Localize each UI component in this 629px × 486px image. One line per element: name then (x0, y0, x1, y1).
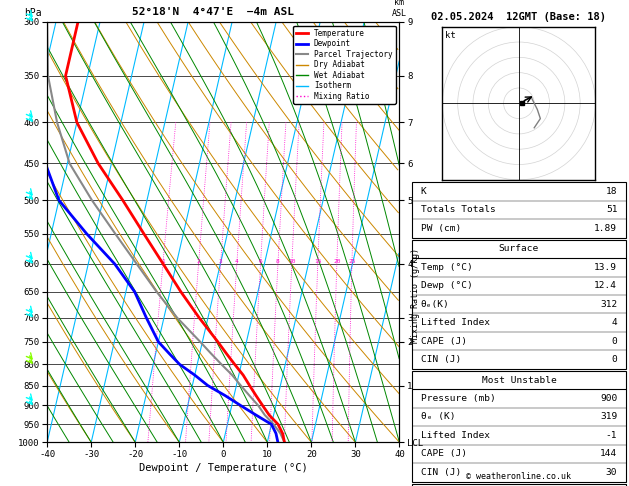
Text: 1: 1 (161, 259, 165, 264)
Text: K: K (421, 187, 426, 196)
Text: CAPE (J): CAPE (J) (421, 337, 467, 346)
Text: 900: 900 (600, 394, 617, 403)
Text: kt: kt (445, 31, 456, 40)
Text: 2: 2 (197, 259, 201, 264)
Text: 12.4: 12.4 (594, 281, 617, 290)
Text: PW (cm): PW (cm) (421, 224, 461, 233)
Text: 25: 25 (348, 259, 355, 264)
X-axis label: Dewpoint / Temperature (°C): Dewpoint / Temperature (°C) (139, 463, 308, 473)
Text: 4: 4 (611, 318, 617, 327)
Text: 51: 51 (606, 206, 617, 214)
Text: 13.9: 13.9 (594, 263, 617, 272)
Text: Lifted Index: Lifted Index (421, 431, 489, 440)
Text: 6: 6 (259, 259, 262, 264)
Text: CAPE (J): CAPE (J) (421, 450, 467, 458)
Text: 3: 3 (219, 259, 223, 264)
Text: 30: 30 (606, 468, 617, 477)
Text: θₑ (K): θₑ (K) (421, 413, 455, 421)
Text: 319: 319 (600, 413, 617, 421)
Text: Mixing Ratio (g/kg): Mixing Ratio (g/kg) (411, 248, 420, 343)
Text: 312: 312 (600, 300, 617, 309)
Text: CIN (J): CIN (J) (421, 355, 461, 364)
Text: 52°18'N  4°47'E  −4m ASL: 52°18'N 4°47'E −4m ASL (131, 7, 294, 17)
Text: 8: 8 (276, 259, 280, 264)
Text: CIN (J): CIN (J) (421, 468, 461, 477)
Text: 02.05.2024  12GMT (Base: 18): 02.05.2024 12GMT (Base: 18) (431, 12, 606, 22)
Text: Lifted Index: Lifted Index (421, 318, 489, 327)
Text: 15: 15 (314, 259, 321, 264)
Legend: Temperature, Dewpoint, Parcel Trajectory, Dry Adiabat, Wet Adiabat, Isotherm, Mi: Temperature, Dewpoint, Parcel Trajectory… (293, 26, 396, 104)
Text: θₑ(K): θₑ(K) (421, 300, 449, 309)
Text: -1: -1 (606, 431, 617, 440)
Text: © weatheronline.co.uk: © weatheronline.co.uk (467, 472, 571, 481)
Text: 20: 20 (333, 259, 340, 264)
Text: Totals Totals: Totals Totals (421, 206, 495, 214)
Text: 18: 18 (606, 187, 617, 196)
Text: 0: 0 (611, 355, 617, 364)
Text: 0: 0 (611, 337, 617, 346)
Text: Surface: Surface (499, 244, 539, 253)
Text: hPa: hPa (25, 8, 42, 17)
Text: 10: 10 (288, 259, 296, 264)
Text: Dewp (°C): Dewp (°C) (421, 281, 472, 290)
Text: km
ASL: km ASL (392, 0, 407, 17)
Text: Most Unstable: Most Unstable (482, 376, 556, 384)
Text: 1.89: 1.89 (594, 224, 617, 233)
Text: Pressure (mb): Pressure (mb) (421, 394, 495, 403)
Text: Temp (°C): Temp (°C) (421, 263, 472, 272)
Text: 4: 4 (235, 259, 238, 264)
Text: 144: 144 (600, 450, 617, 458)
